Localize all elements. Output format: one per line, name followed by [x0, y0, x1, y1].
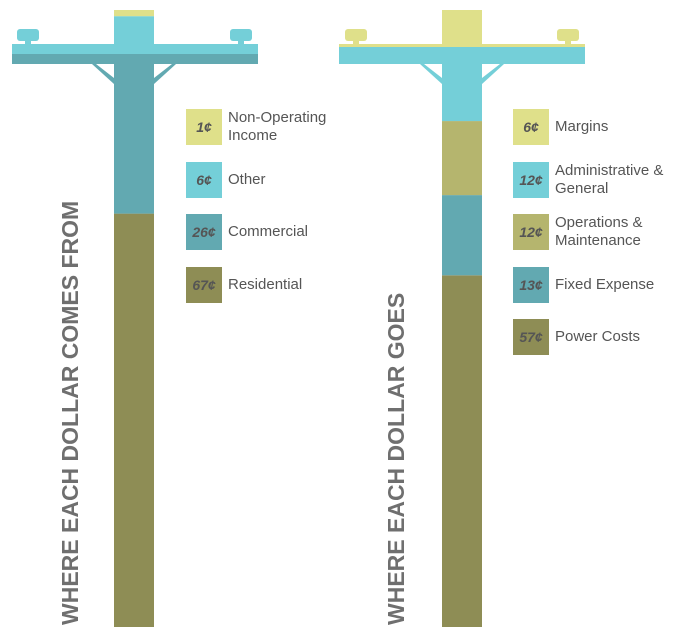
legend-label: Power Costs	[555, 328, 641, 345]
legend-swatch: 12¢	[513, 214, 549, 250]
chart-title: WHERE EACH DOLLAR COMES FROM	[57, 201, 83, 625]
legend-label: Commercial	[228, 223, 309, 240]
pole-segment	[442, 275, 482, 627]
legend-swatch: 26¢	[186, 214, 222, 250]
legend-swatch: 67¢	[186, 266, 222, 303]
legend-label: Other	[228, 170, 266, 188]
pole-segment	[114, 10, 154, 17]
legend-swatch: 1¢	[186, 109, 222, 145]
legend-swatch: 57¢	[513, 319, 549, 355]
legend-swatch: 6¢	[513, 109, 549, 145]
legend-swatch: 12¢	[513, 161, 549, 198]
chart-title: WHERE EACH DOLLAR GOES	[383, 293, 409, 625]
pole-segment	[442, 121, 482, 196]
pole-segment	[442, 10, 482, 48]
pole-segment	[114, 53, 154, 214]
right-crossarm	[339, 29, 585, 84]
legend-label: Non-Operating Income	[228, 109, 327, 144]
pole-segment	[442, 195, 482, 276]
legend-label: Margins	[555, 118, 609, 135]
legend-label: Operations & Maintenance	[555, 214, 643, 249]
legend-swatch: 6¢	[186, 161, 222, 198]
legend-label: Administrative & General	[555, 161, 664, 197]
legend-label: Fixed Expense	[555, 275, 655, 293]
legend-label: Residential	[228, 275, 303, 293]
legend-swatch: 13¢	[513, 266, 549, 303]
left-crossarm	[12, 29, 258, 84]
pole-segment	[114, 213, 154, 628]
